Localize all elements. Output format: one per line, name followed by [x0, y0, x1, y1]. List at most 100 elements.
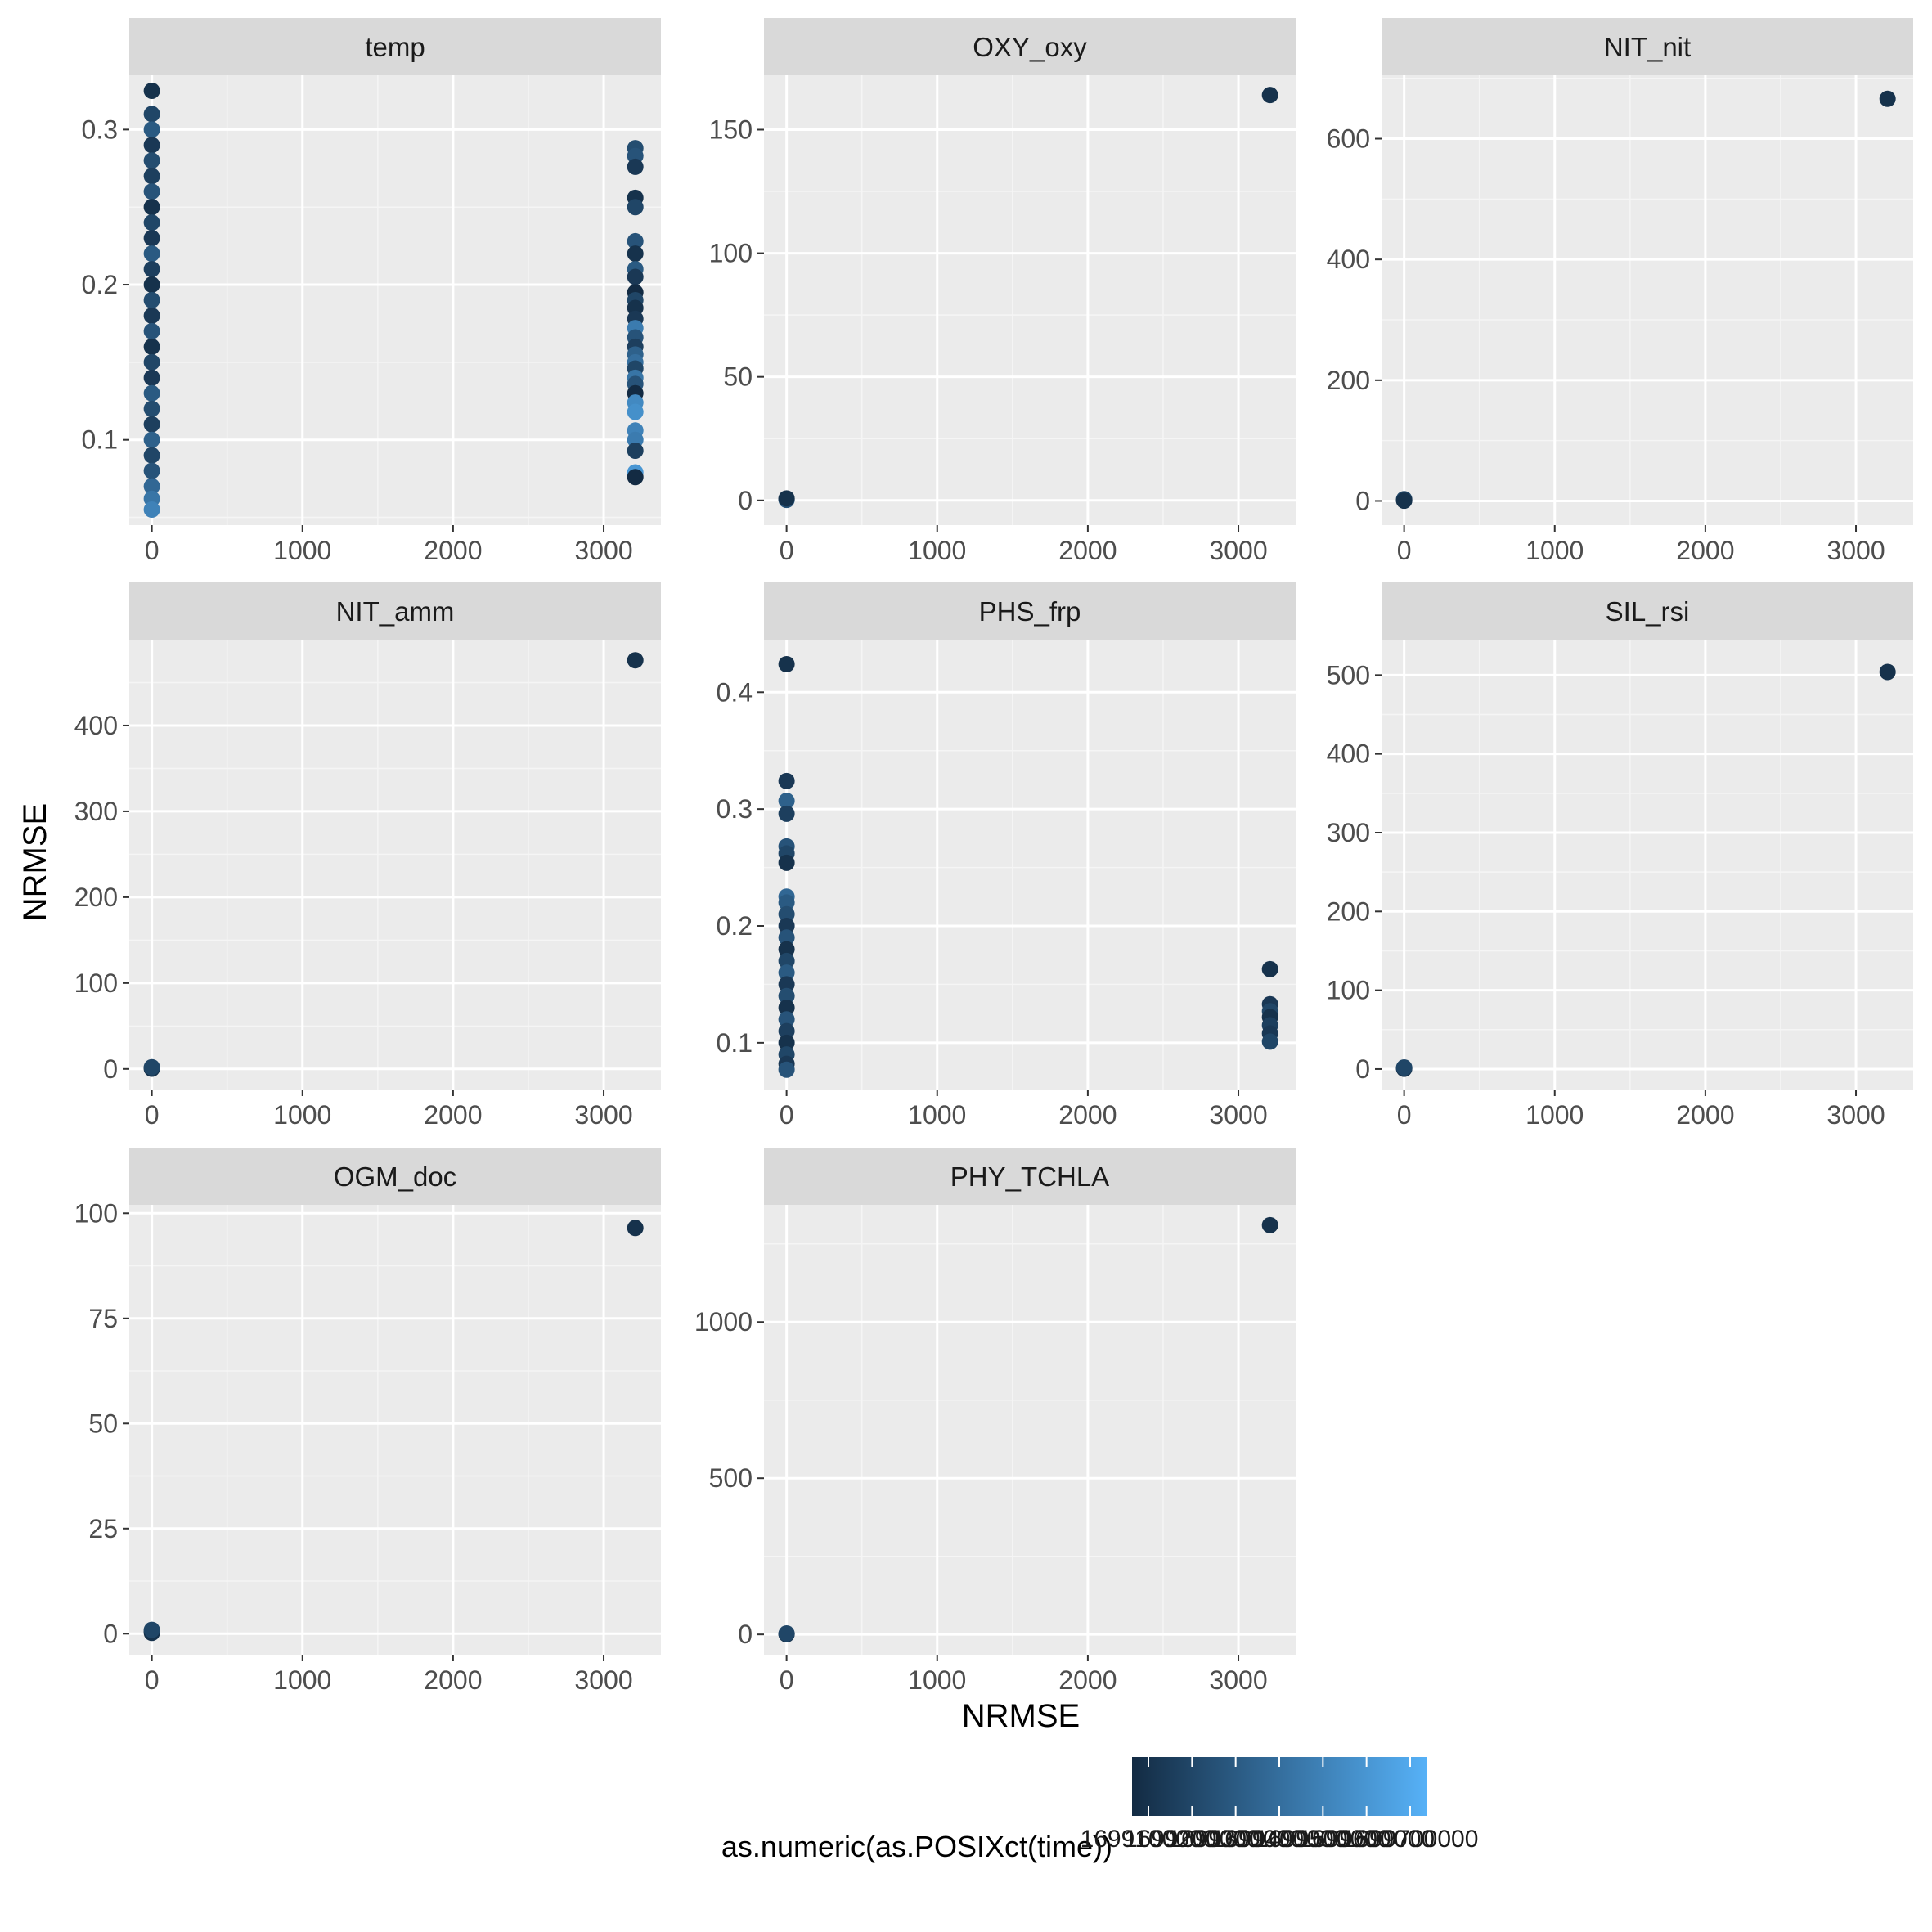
- y-axis-title: NRMSE: [17, 803, 53, 921]
- x-tick-label: 2000: [1676, 536, 1734, 565]
- data-point: [143, 462, 160, 479]
- data-point: [778, 1022, 795, 1040]
- data-point: [143, 82, 160, 99]
- y-tick-label: 0.1: [82, 425, 118, 455]
- data-point: [1395, 492, 1413, 510]
- x-tick-label: 2000: [1058, 1665, 1117, 1695]
- data-point: [143, 245, 160, 263]
- data-point: [143, 1621, 160, 1638]
- y-tick-label: 0: [1355, 486, 1370, 515]
- data-point: [778, 952, 795, 969]
- colorbar-tick-label: 1699700000: [1342, 1826, 1479, 1853]
- facet-strip-label: PHY_TCHLA: [950, 1161, 1109, 1192]
- data-point: [778, 1061, 795, 1078]
- x-tick-label: 2000: [424, 1665, 482, 1695]
- facet-strip-label: temp: [365, 32, 425, 62]
- data-point: [627, 652, 644, 669]
- data-point: [627, 232, 644, 249]
- facet-panel-NIT_amm: NIT_amm 0 1000 2000 3000 0 100 200 300 400: [74, 582, 661, 1130]
- y-tick-label: 25: [88, 1514, 118, 1543]
- y-tick-label: 0.3: [82, 115, 118, 144]
- x-axis-title: NRMSE: [962, 1698, 1080, 1734]
- x-tick-label: 0: [1397, 536, 1412, 565]
- data-point: [627, 199, 644, 216]
- data-point: [778, 656, 795, 672]
- colorbar-tick-label: 1699300000: [1167, 1826, 1304, 1853]
- panel-background: [1382, 640, 1913, 1090]
- facet-strip: [764, 1148, 1296, 1205]
- x-tick-label: 2000: [424, 1100, 482, 1130]
- y-tick-label: 0.2: [82, 270, 118, 299]
- colorbar-tick-label: 1699200000: [1124, 1826, 1260, 1853]
- y-tick-label: 600: [1327, 124, 1370, 154]
- facet-strip-label: OGM_doc: [334, 1161, 456, 1192]
- panel-background: [764, 75, 1296, 525]
- x-tick-label: 0: [145, 1100, 160, 1130]
- facet-strip-label: NIT_amm: [336, 596, 455, 627]
- data-point: [627, 469, 644, 486]
- y-tick-label: 200: [74, 883, 118, 912]
- facet-strip: [129, 18, 661, 75]
- facet-strip: [129, 582, 661, 640]
- data-point: [778, 772, 795, 789]
- data-point: [627, 403, 644, 420]
- facet-strip: [1382, 18, 1913, 75]
- y-tick-label: 400: [1327, 739, 1370, 769]
- data-point: [778, 805, 795, 822]
- y-tick-label: 0: [1355, 1054, 1370, 1084]
- x-tick-label: 0: [145, 536, 160, 565]
- data-point: [627, 158, 644, 175]
- data-point: [143, 478, 160, 495]
- y-tick-label: 0.2: [717, 911, 753, 941]
- x-tick-label: 0: [780, 536, 794, 565]
- data-point: [1261, 1033, 1278, 1050]
- data-point: [143, 292, 160, 308]
- data-point: [778, 905, 795, 923]
- panel-background: [764, 1205, 1296, 1655]
- data-point: [143, 1058, 160, 1076]
- x-tick-label: 2000: [1058, 536, 1117, 565]
- data-point: [143, 137, 160, 154]
- data-point: [143, 501, 160, 519]
- colorbar-ticks: 1699100000169920000016993000001699400000…: [1081, 1757, 1479, 1853]
- data-point: [143, 416, 160, 433]
- facet-strip-label: NIT_nit: [1604, 32, 1691, 62]
- colorbar-tick-label: 1699600000: [1298, 1826, 1435, 1853]
- data-point: [143, 152, 160, 169]
- facet-strip: [1382, 582, 1913, 640]
- x-tick-label: 3000: [1209, 1665, 1267, 1695]
- data-point: [143, 400, 160, 417]
- y-tick-label: 100: [1327, 976, 1370, 1005]
- x-tick-label: 0: [780, 1665, 794, 1695]
- y-tick-label: 300: [1327, 818, 1370, 847]
- data-point: [143, 307, 160, 324]
- facet-strip: [764, 18, 1296, 75]
- data-point: [627, 245, 644, 263]
- data-point: [778, 929, 795, 946]
- y-tick-label: 1000: [694, 1307, 753, 1337]
- y-tick-label: 200: [1327, 366, 1370, 395]
- data-point: [143, 322, 160, 339]
- x-tick-label: 0: [145, 1665, 160, 1695]
- data-point: [1879, 90, 1896, 107]
- facet-panel-PHY_TCHLA: PHY_TCHLA 0 1000 2000 3000 0 500 1000: [694, 1148, 1296, 1695]
- y-tick-label: 50: [723, 362, 753, 392]
- y-tick-label: 200: [1327, 896, 1370, 926]
- x-tick-label: 1000: [908, 1665, 966, 1695]
- data-point: [778, 941, 795, 958]
- data-point: [778, 1625, 795, 1642]
- data-point: [627, 1220, 644, 1237]
- data-point: [1261, 1216, 1278, 1233]
- panel-background: [764, 640, 1296, 1090]
- data-point: [778, 1000, 795, 1016]
- panel-background: [129, 1205, 661, 1655]
- data-point: [143, 338, 160, 355]
- panel-background: [1382, 75, 1913, 525]
- data-point: [778, 987, 795, 1004]
- data-point: [143, 353, 160, 371]
- colorbar-tick-label: 1699100000: [1081, 1826, 1217, 1853]
- y-tick-label: 100: [74, 968, 118, 998]
- x-tick-label: 1000: [273, 1100, 331, 1130]
- x-tick-label: 3000: [574, 1100, 632, 1130]
